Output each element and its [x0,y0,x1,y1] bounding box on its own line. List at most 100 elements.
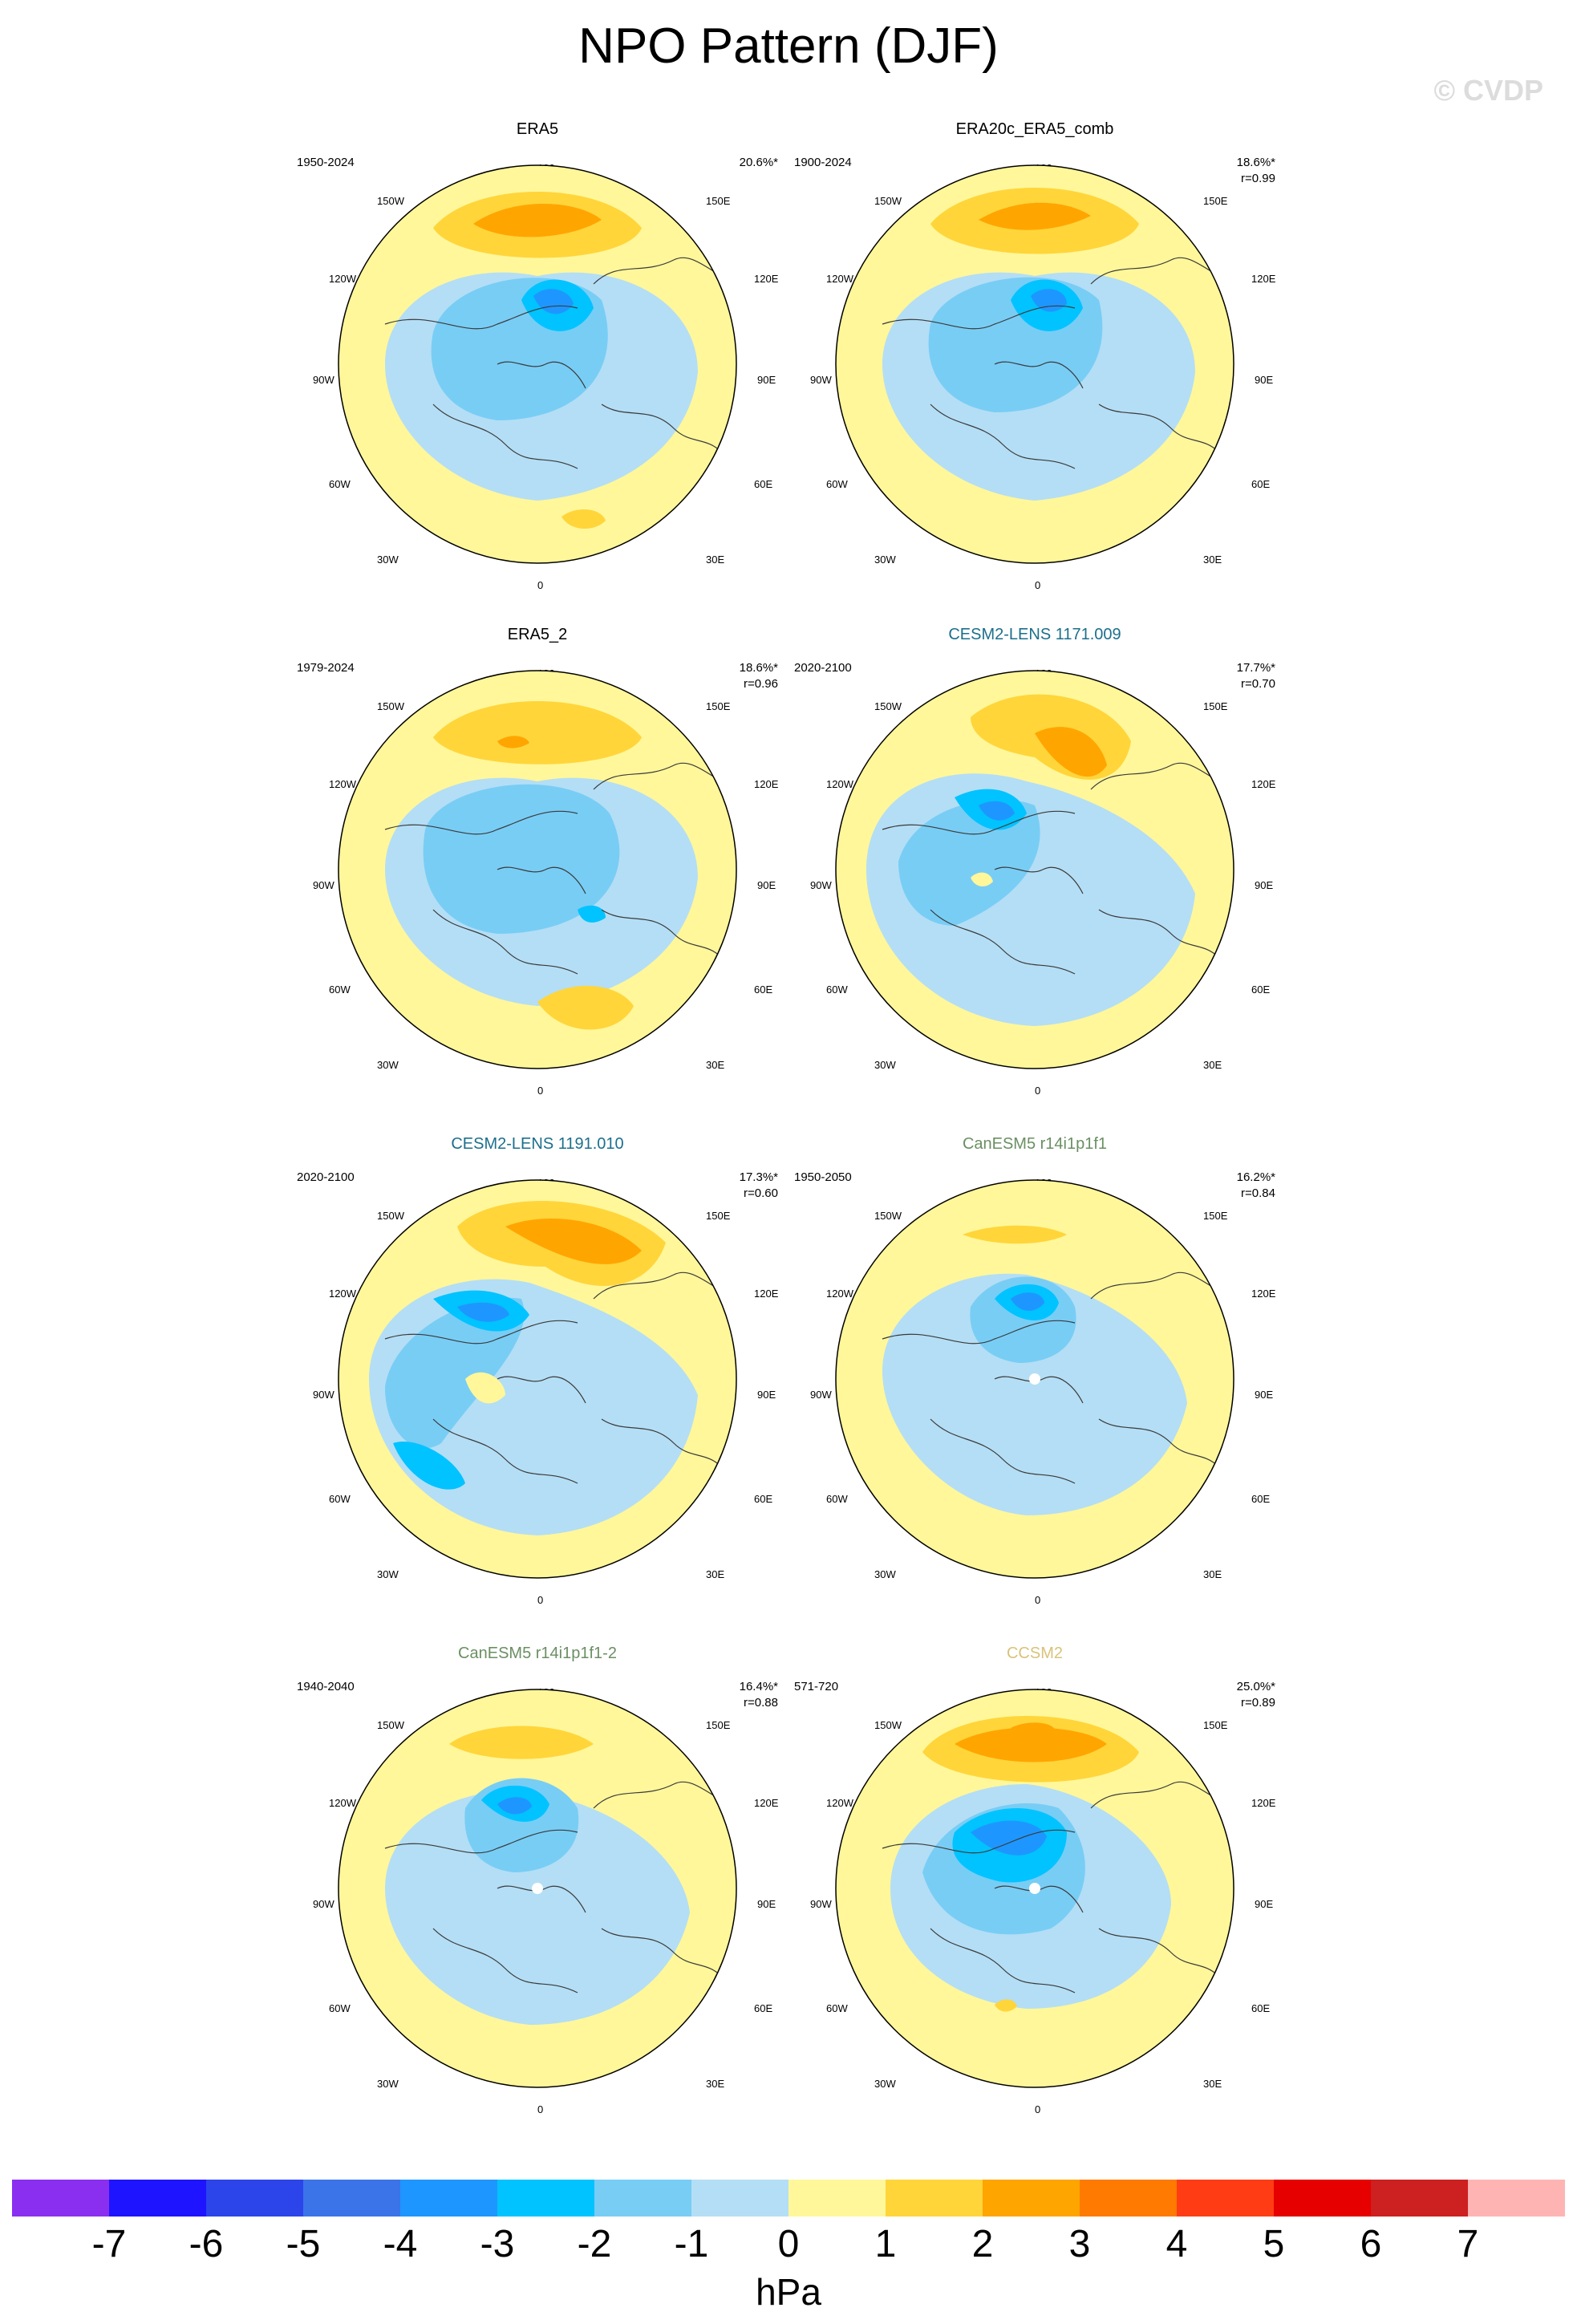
longitude-label: 30E [1203,1568,1222,1580]
coastline [601,1418,723,1468]
longitude-label: 60E [754,984,773,996]
positive-anomaly-contour [955,1727,1107,1762]
longitude-label: 90E [757,374,776,386]
coastline [882,1320,1076,1345]
longitude-label: 60E [1251,478,1271,490]
longitude-label: 30W [377,2078,399,2090]
longitude-label: 30E [706,2078,725,2090]
positive-anomaly-contour [995,1999,1017,2012]
negative-anomaly-contour [898,799,1040,926]
longitude-label: 60W [329,984,351,996]
longitude-label: 150W [377,1719,404,1731]
variance-explained: 18.6%* [1236,156,1275,169]
colorbar-swatch [109,2180,207,2217]
colorbar-tick: -5 [286,2223,321,2265]
polar-map [338,670,737,1069]
longitude-label: 60E [1251,984,1271,996]
colorbar-tick: -6 [189,2223,224,2265]
longitude-label: 30E [1203,1059,1222,1071]
longitude-label: 150E [1203,700,1228,712]
pattern-correlation: r=0.89 [1241,1696,1275,1710]
coastline [432,1418,578,1484]
longitude-label: 90E [757,1898,776,1910]
polar-map [835,1689,1234,2088]
variance-explained: 20.6%* [739,156,778,169]
panel-title: CESM2-LENS 1171.009 [948,626,1121,643]
longitude-label: 120E [754,778,779,790]
longitude-label: 60W [329,2002,351,2014]
longitude-label: 0 [537,1594,544,1606]
negative-anomaly-contour [385,1791,690,2025]
coastline [593,1272,723,1300]
negative-anomaly-contour [385,1297,525,1449]
panel-title: ERA20c_ERA5_comb [955,120,1114,138]
coastline [593,257,723,285]
positive-anomaly-contour [561,509,606,529]
longitude-label: 150W [377,700,404,712]
positive-anomaly-contour [979,202,1091,230]
coastline [601,909,723,959]
positive-anomaly-contour [433,701,642,765]
colorbar-tick: -1 [674,2223,709,2265]
map-border [835,1689,1234,2088]
longitude-label: 30E [706,1568,725,1580]
coastline [1098,1418,1220,1468]
longitude-label: 150W [377,195,404,207]
longitude-label: 150E [706,195,731,207]
coastline [432,1928,578,1993]
colorbar-swatch [400,2180,498,2217]
map-panel: CanESM5 r14i1p1f1-2 1940-2040 16.4%* r=0.88… [297,1645,858,2158]
colorbar-tick: 1 [874,2223,897,2265]
coastline [1098,404,1220,453]
longitude-label: 90W [313,1389,334,1401]
positive-anomaly-contour [971,872,993,887]
longitude-label: 90W [810,879,832,891]
longitude-label: 150W [874,1210,902,1222]
negative-anomaly-contour [423,784,620,934]
colorbar-swatch [497,2180,595,2217]
colorbar-swatch [691,2180,789,2217]
panel-title: CESM2-LENS 1191.010 [451,1135,624,1153]
coastline [497,1376,586,1404]
variance-explained: 18.6%* [739,661,778,675]
panel-years: 1950-2050 [794,1170,852,1184]
polar-map [338,164,737,564]
coastline [1098,909,1220,959]
coastline [994,866,1084,894]
longitude-label: 90E [1255,1389,1274,1401]
pattern-correlation: r=0.84 [1241,1186,1275,1200]
panel-title: CCSM2 [1006,1645,1063,1662]
panel-years: 1950-2024 [297,156,355,169]
colorbar-swatch [1371,2180,1469,2217]
negative-anomaly-contour [393,1442,465,1490]
coastline [930,1418,1076,1484]
panel-title: CanESM5 r14i1p1f1-2 [458,1645,617,1662]
negative-anomaly-contour [497,1797,532,1815]
polar-map [338,1179,737,1579]
colorbar-swatch [1468,2180,1565,2217]
longitude-label: 120W [826,1797,853,1809]
map-panel: CCSM2571-72025.0%*r=0.891800150W150E120W… [794,1645,1356,2158]
coastline [384,1829,578,1854]
positive-anomaly-contour [963,1225,1067,1244]
coastline [1090,762,1220,790]
longitude-label: 90W [810,1898,832,1910]
coastline [601,1928,723,1977]
longitude-label: 90W [313,879,334,891]
pole-marker [1029,1883,1040,1894]
polar-map [835,164,1234,564]
longitude-label: 150E [706,1719,731,1731]
pole-marker [1029,1373,1040,1385]
longitude-label: 150E [706,700,731,712]
longitude-label: 150W [874,195,902,207]
colorbar-swatch [12,2180,110,2217]
colorbar-swatch [1177,2180,1275,2217]
pattern-correlation: r=0.99 [1241,172,1275,185]
coastline [1090,1272,1220,1300]
colorbar-swatch [594,2180,692,2217]
coastline [601,404,723,453]
longitude-label: 0 [1035,1085,1041,1097]
longitude-label: 90W [313,374,334,386]
longitude-label: 60E [1251,1493,1271,1505]
panel-years: 2020-2100 [297,1170,355,1184]
